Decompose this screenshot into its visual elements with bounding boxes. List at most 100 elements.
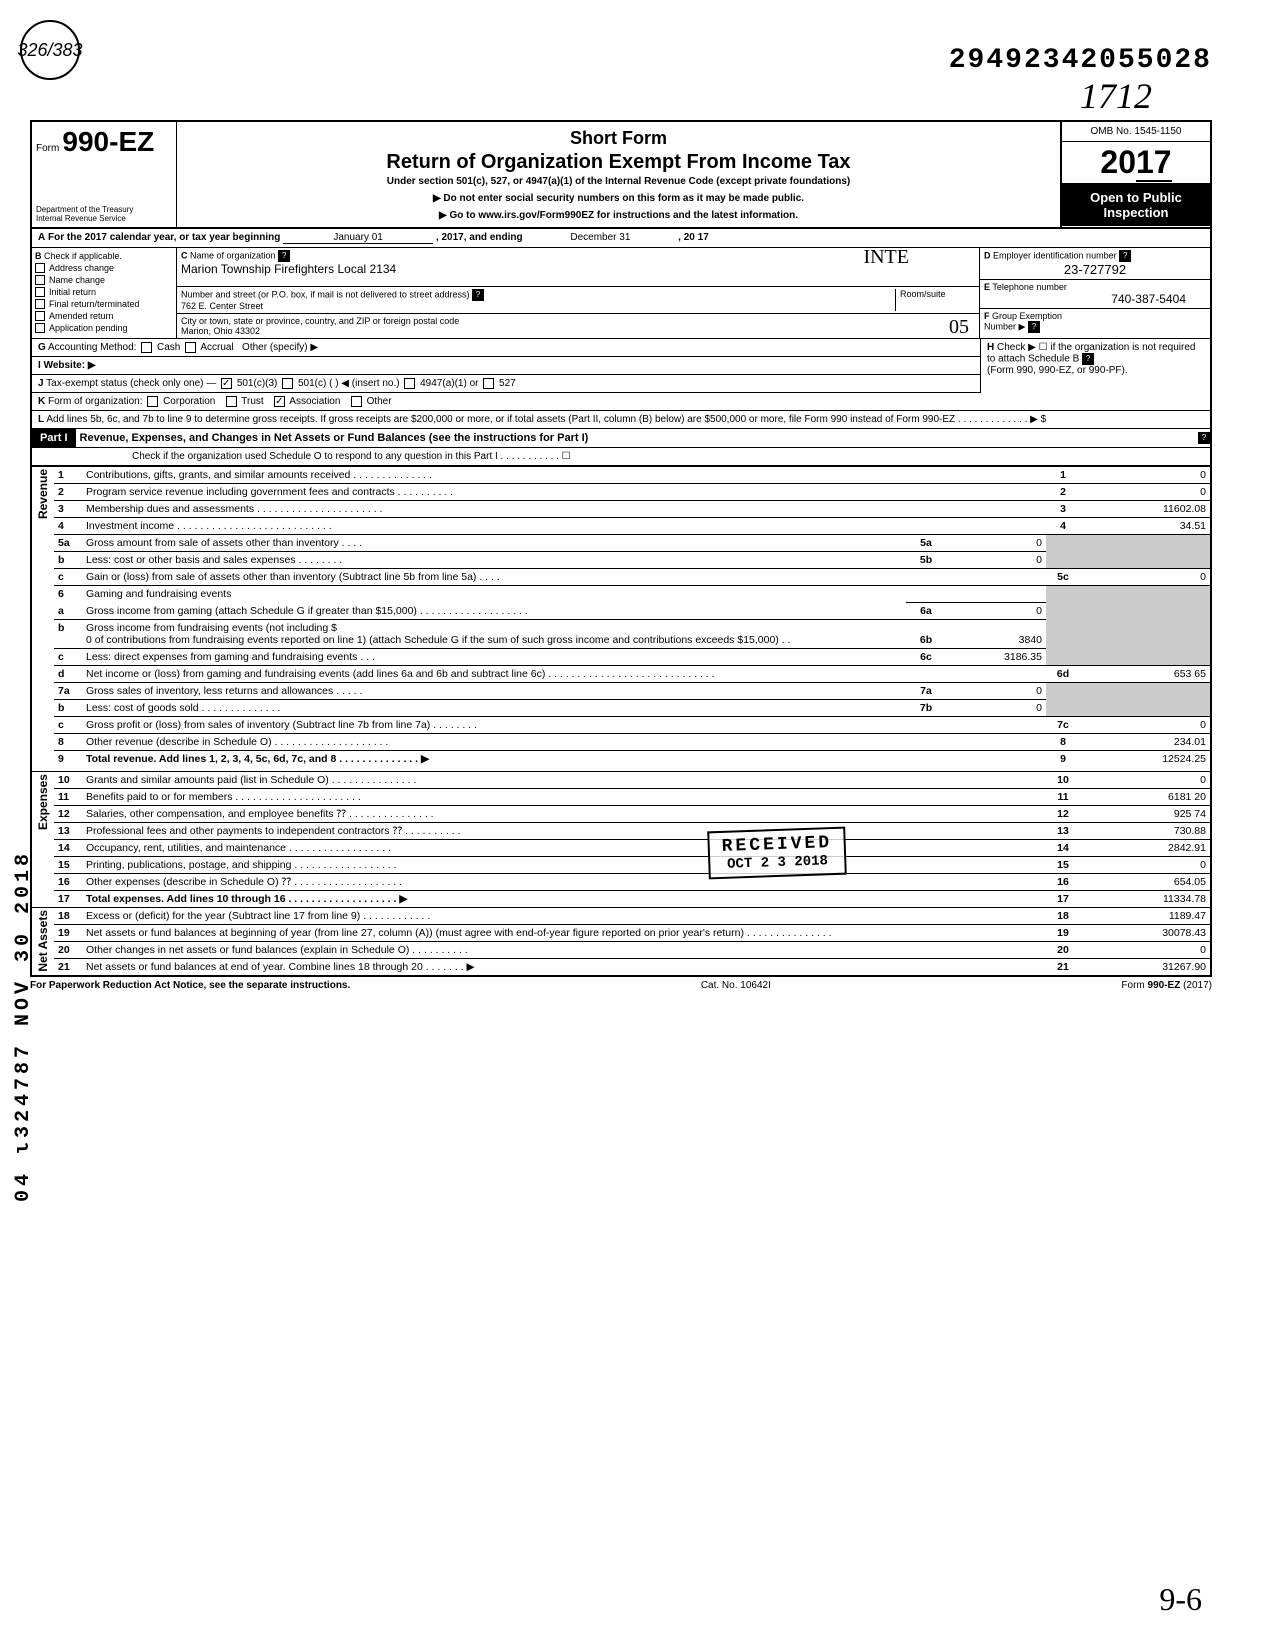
line-5c-val[interactable]: 0 <box>1080 569 1210 586</box>
line-11-val[interactable]: 6181 20 <box>1080 789 1210 806</box>
line-18-box: 18 <box>1046 908 1080 925</box>
checkbox-other[interactable] <box>351 396 362 407</box>
line-8-val[interactable]: 234.01 <box>1080 734 1210 751</box>
opt-application-pending: Application pending <box>49 323 128 333</box>
received-stamp: RECEIVED OCT 2 3 2018 <box>707 827 847 880</box>
organization-name[interactable]: Marion Township Firefighters Local 2134 <box>181 262 975 276</box>
line-2-box: 2 <box>1046 484 1080 501</box>
year-prefix: 20 <box>1100 144 1136 180</box>
checkbox-4947[interactable] <box>404 378 415 389</box>
line-1-val[interactable]: 0 <box>1080 467 1210 484</box>
line-14-box: 14 <box>1046 840 1080 857</box>
line-6-desc: Gaming and fundraising events <box>82 586 1046 603</box>
help-icon[interactable]: ? <box>1082 353 1094 365</box>
footer-left: For Paperwork Reduction Act Notice, see … <box>30 980 350 991</box>
line-18-val[interactable]: 1189.47 <box>1080 908 1210 925</box>
help-icon[interactable]: ? <box>472 289 484 301</box>
line-6b-ival[interactable]: 3840 <box>946 620 1046 649</box>
dept-line2: Internal Revenue Service <box>36 214 172 223</box>
year-value: 17 <box>1136 144 1172 182</box>
side-label-revenue: Revenue <box>36 469 50 519</box>
checkbox-address-change[interactable] <box>35 263 45 273</box>
checkbox-name-change[interactable] <box>35 275 45 285</box>
checkbox-527[interactable] <box>483 378 494 389</box>
ein-label: Employer identification number <box>993 250 1117 260</box>
help-icon[interactable]: ? <box>278 250 290 262</box>
line-5b-ibox: 5b <box>906 552 946 569</box>
line-12-val[interactable]: 925 74 <box>1080 806 1210 823</box>
help-icon[interactable]: ? <box>1028 321 1040 333</box>
line-6c-ival[interactable]: 3186.35 <box>946 649 1046 666</box>
line-6a-ival[interactable]: 0 <box>946 603 1046 620</box>
city-state-zip[interactable]: Marion, Ohio 43302 <box>181 326 975 336</box>
line-9-box: 9 <box>1046 751 1080 768</box>
line-num: c <box>54 569 82 586</box>
checkbox-final-return[interactable] <box>35 299 45 309</box>
side-label-net-assets: Net Assets <box>36 910 50 972</box>
part-1-label: Part I <box>32 429 76 447</box>
tax-exempt-label: Tax-exempt status (check only one) — <box>46 378 216 389</box>
line-19-val[interactable]: 30078.43 <box>1080 925 1210 942</box>
help-icon[interactable]: ? <box>1198 432 1210 444</box>
phone-label: Telephone number <box>992 282 1067 292</box>
checkbox-corporation[interactable] <box>147 396 158 407</box>
line-6d-val[interactable]: 653 65 <box>1080 666 1210 683</box>
line-18-desc: Excess or (deficit) for the year (Subtra… <box>82 908 1046 925</box>
checkbox-trust[interactable] <box>226 396 237 407</box>
ein-value[interactable]: 23-727792 <box>984 262 1206 277</box>
checkbox-amended[interactable] <box>35 311 45 321</box>
opt-cash: Cash <box>157 342 180 353</box>
checkbox-501c3[interactable] <box>221 378 232 389</box>
line-9-val[interactable]: 12524.25 <box>1080 751 1210 768</box>
row-l-text: Add lines 5b, 6c, and 7b to line 9 to de… <box>46 414 1046 425</box>
street-address[interactable]: 762 E. Center Street <box>181 301 895 311</box>
line-17-val[interactable]: 11334.78 <box>1080 891 1210 908</box>
opt-501c: 501(c) ( <box>298 378 332 389</box>
help-icon[interactable]: ? <box>1119 250 1131 262</box>
line-4-val[interactable]: 34.51 <box>1080 518 1210 535</box>
line-8-box: 8 <box>1046 734 1080 751</box>
tax-year-begin[interactable]: January 01 <box>283 232 433 244</box>
checkbox-501c[interactable] <box>282 378 293 389</box>
line-11-desc: Benefits paid to or for members . . . . … <box>82 789 1046 806</box>
name-label: Name of organization <box>190 250 276 260</box>
line-5c-box: 5c <box>1046 569 1080 586</box>
tax-year-end[interactable]: December 31 <box>525 232 675 243</box>
part-1-check-line: Check if the organization used Schedule … <box>32 448 1210 466</box>
line-5b-ival[interactable]: 0 <box>946 552 1046 569</box>
checkbox-accrual[interactable] <box>185 342 196 353</box>
form-prefix: Form <box>36 143 59 154</box>
checkbox-association[interactable] <box>274 396 285 407</box>
line-12-desc: Salaries, other compensation, and employ… <box>82 806 1046 823</box>
line-7a-ival[interactable]: 0 <box>946 683 1046 700</box>
group-exemption-sub: Number ▶ <box>984 321 1025 331</box>
line-14-val[interactable]: 2842.91 <box>1080 840 1210 857</box>
line-17-box: 17 <box>1046 891 1080 908</box>
line-num: 1 <box>54 467 82 484</box>
line-7b-ival[interactable]: 0 <box>946 700 1046 717</box>
line-10-val[interactable]: 0 <box>1080 772 1210 789</box>
label-h: H <box>987 342 994 353</box>
line-15-val[interactable]: 0 <box>1080 857 1210 874</box>
line-16-val[interactable]: 654.05 <box>1080 874 1210 891</box>
line-2-val[interactable]: 0 <box>1080 484 1210 501</box>
line-20-val[interactable]: 0 <box>1080 942 1210 959</box>
checkbox-application-pending[interactable] <box>35 323 45 333</box>
line-21-desc: Net assets or fund balances at end of ye… <box>82 959 1046 976</box>
line-13-val[interactable]: 730.88 <box>1080 823 1210 840</box>
line-num: 14 <box>54 840 82 857</box>
line-7c-val[interactable]: 0 <box>1080 717 1210 734</box>
line-5a-ival[interactable]: 0 <box>946 535 1046 552</box>
line-num: a <box>54 603 82 620</box>
footer-right: Form 990-EZ (2017) <box>1121 980 1212 991</box>
handwritten-top: 1712 <box>1080 75 1152 117</box>
line-6d-box: 6d <box>1046 666 1080 683</box>
line-3-val[interactable]: 11602.08 <box>1080 501 1210 518</box>
line-21-val[interactable]: 31267.90 <box>1080 959 1210 976</box>
handwritten-05: 05 <box>949 316 969 339</box>
line-num: 16 <box>54 874 82 891</box>
open-to-public: Open to Public <box>1064 190 1208 205</box>
phone-value[interactable]: 740-387-5404 <box>984 292 1206 306</box>
checkbox-initial-return[interactable] <box>35 287 45 297</box>
checkbox-cash[interactable] <box>141 342 152 353</box>
